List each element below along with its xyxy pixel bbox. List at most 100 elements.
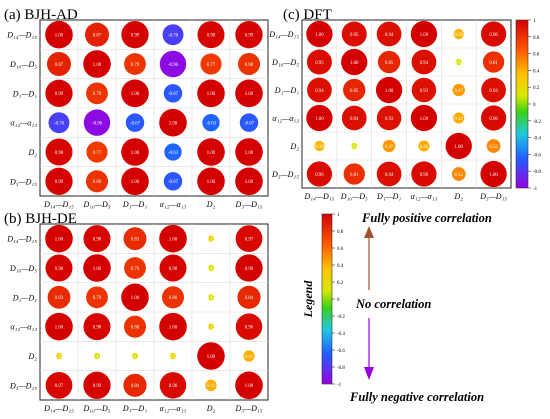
correlation-circle <box>124 53 146 75</box>
correlation-circle <box>341 48 368 76</box>
correlation-circle <box>486 139 501 153</box>
correlation-value: 0.79 <box>131 63 140 68</box>
legend-tick-label: 0.4 <box>337 264 344 269</box>
correlation-value: 0.47 <box>455 89 464 94</box>
correlation-value: 0.80 <box>169 296 178 301</box>
correlation-value: 0.80 <box>245 63 254 68</box>
correlation-circle <box>207 294 215 301</box>
correlation-circle <box>451 167 466 181</box>
correlation-circle <box>55 352 63 360</box>
correlation-value: 0.80 <box>131 325 140 330</box>
correlation-value: 0.94 <box>420 61 429 66</box>
correlation-circle <box>45 254 73 282</box>
correlation-circle <box>86 286 108 309</box>
correlation-circle <box>85 170 109 193</box>
row-label: D₁₄—D₁₅ <box>6 31 37 40</box>
correlation-value: 0.39 <box>315 145 324 150</box>
correlation-value: 0.97 <box>245 237 254 242</box>
correlation-circle <box>205 379 217 391</box>
correlation-circle <box>207 323 215 330</box>
correlation-circle <box>376 161 402 187</box>
row-label: D₁—D₁ <box>274 86 299 95</box>
correlation-value: 0.14 <box>207 267 216 272</box>
legend-tick-label: 0.2 <box>337 281 344 286</box>
correlation-circle <box>121 283 149 312</box>
column-label: D₁₀—D₅ <box>340 192 368 201</box>
correlation-circle <box>83 313 111 341</box>
correlation-circle <box>376 21 402 47</box>
correlation-value: 1.00 <box>55 33 64 38</box>
correlation-circle <box>159 312 187 341</box>
correlation-circle <box>235 138 263 166</box>
correlation-circle <box>121 21 149 49</box>
correlation-circle <box>306 20 333 48</box>
correlation-value: 0.99 <box>245 33 254 38</box>
correlation-circle <box>237 52 261 76</box>
correlation-circle <box>207 235 215 242</box>
column-label: D₃—D₁₅ <box>479 192 507 201</box>
correlation-value: 0.96 <box>489 117 498 122</box>
correlation-value: 0.52 <box>455 173 464 178</box>
correlation-circle <box>351 142 358 150</box>
correlation-value: 0.87 <box>55 63 64 68</box>
correlation-value: 0.42 <box>455 117 464 122</box>
colorbar-dft: 1 0.8 0.6 0.4 0.2 0 -0.2 -0.4 -0.6 -0.8 -1 <box>515 19 541 192</box>
correlation-circle <box>207 264 215 272</box>
row-label: α₁₂—α₁₃ <box>10 323 37 332</box>
column-label: D₃—D₁₅ <box>234 404 262 413</box>
correlation-circle <box>235 225 263 253</box>
column-label: D₁—D₁ <box>122 404 147 413</box>
correlation-value: 0.87 <box>93 33 102 38</box>
correlation-value: 0.77 <box>207 63 216 68</box>
legend-tick-label: -0.4 <box>337 332 345 337</box>
correlation-circle <box>377 50 401 74</box>
correlation-value: 1.00 <box>169 237 178 242</box>
correlation-value: 0.42 <box>420 145 429 150</box>
column-label: D₁—D₁ <box>122 200 147 209</box>
correlation-value: 1.00 <box>207 151 216 156</box>
colorbar-tick-label: 0.6 <box>533 53 540 58</box>
correlation-value: 0.93 <box>385 117 394 122</box>
colorbar-tick-label: 0.4 <box>533 69 540 74</box>
legend-tick-label: -0.2 <box>337 315 345 320</box>
panel-c-title: (c) DFT <box>283 7 332 23</box>
correlation-value: 0.98 <box>207 33 216 38</box>
correlation-circle <box>343 163 365 185</box>
column-label: α₁₂—α₁₃ <box>160 200 187 209</box>
correlation-circle <box>47 285 71 309</box>
correlation-value: 0.93 <box>420 89 429 94</box>
correlation-value: 1.00 <box>350 61 359 66</box>
correlation-circle <box>86 82 108 105</box>
correlation-value: 0.94 <box>385 173 394 178</box>
correlation-value: 0.96 <box>420 173 429 178</box>
correlation-value: 0.23 <box>55 355 64 360</box>
correlation-circle <box>243 350 255 362</box>
correlation-value: 0.83 <box>55 296 64 301</box>
column-label: D₂ <box>453 192 463 201</box>
correlation-value: 1.00 <box>131 296 140 301</box>
correlation-value: 1.00 <box>207 180 216 185</box>
correlation-circle <box>121 138 149 166</box>
correlation-value: 0.85 <box>350 89 359 94</box>
column-label: α₁₂—α₁₃ <box>160 404 187 413</box>
column-label: α₁₂—α₁₃ <box>411 192 438 201</box>
correlation-value: 1.00 <box>131 92 140 97</box>
legend-tick-label: -0.8 <box>337 366 345 371</box>
correlation-circle <box>45 167 73 195</box>
correlation-circle <box>455 58 462 66</box>
heatmap-panel-a: 1.00 0.87 0.99 -0.76 0.98 0.99 0.87 1.00 0.79 -0.… <box>6 19 269 209</box>
correlation-circle <box>45 138 73 166</box>
correlation-circle <box>45 20 73 49</box>
correlation-circle <box>237 285 261 309</box>
correlation-circle <box>125 113 145 132</box>
correlation-value: 0.98 <box>55 267 64 272</box>
column-label: D₂ <box>206 200 216 209</box>
correlation-circle <box>235 254 263 282</box>
row-label: D₁₀—D₅ <box>271 58 299 67</box>
correlation-circle <box>123 373 147 397</box>
correlation-value: -0.67 <box>168 180 179 185</box>
correlation-circle <box>480 21 507 47</box>
column-label: D₂ <box>206 404 216 413</box>
correlation-circle <box>235 167 263 196</box>
column-label: D₁₄—D₁₅ <box>43 404 74 413</box>
